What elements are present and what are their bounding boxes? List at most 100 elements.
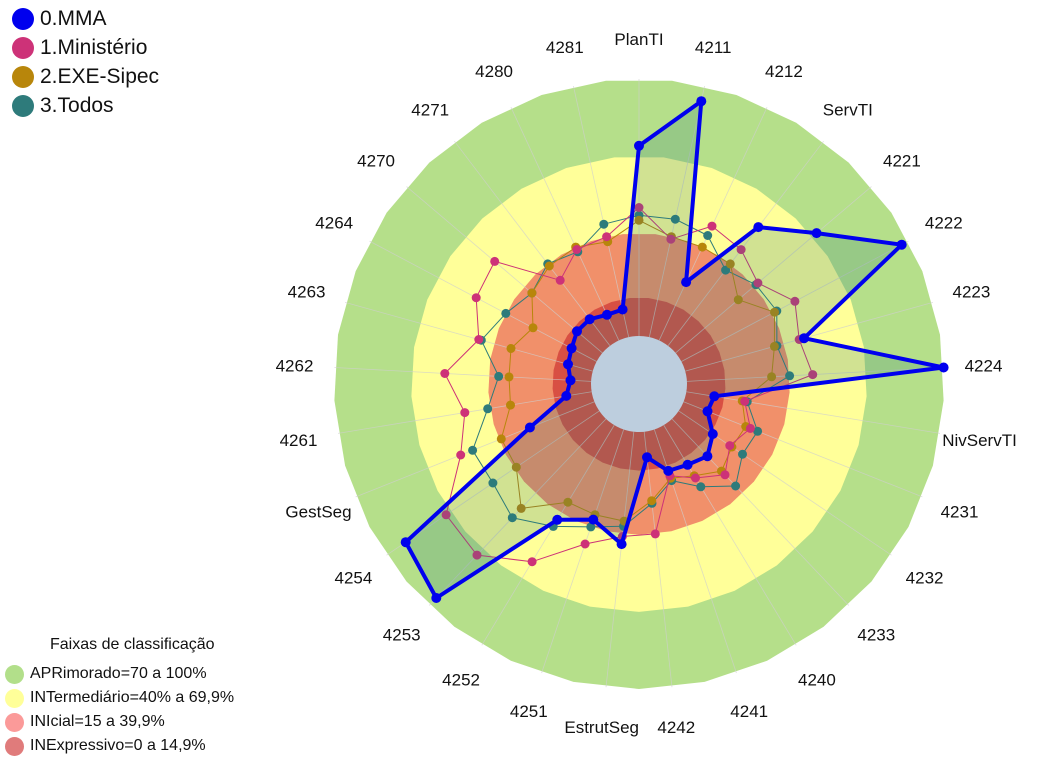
point-1-ministerio-4271 (555, 275, 565, 285)
point-0-mma-4262 (565, 375, 576, 386)
point-1-ministerio-4211 (666, 234, 676, 244)
axis-label-servti: ServTI (823, 100, 873, 119)
axis-label-4253: 4253 (383, 626, 421, 645)
point-2-exe-sipec-4271 (544, 261, 554, 271)
point-3-todos-4264 (501, 308, 511, 318)
axis-label-4271: 4271 (411, 100, 449, 119)
point-2-exe-sipec-4261 (506, 400, 515, 410)
spoke-4223 (685, 302, 933, 372)
spoke-4263 (345, 302, 593, 372)
radial-spokes (334, 79, 944, 688)
axis-label-4232: 4232 (906, 569, 944, 588)
axis-label-4222: 4222 (925, 213, 963, 232)
bands-legend: Faixas de classificação APRimorado=70 a … (5, 636, 234, 758)
point-2-exe-sipec-4224 (767, 372, 777, 382)
legend-marker-0-mma (12, 7, 34, 30)
point-1-ministerio-4281 (602, 232, 612, 242)
axis-label-4221: 4221 (883, 152, 921, 171)
legend-item-3-todos: 3.Todos (12, 91, 159, 120)
series-area-0-mma (405, 101, 944, 598)
series-2-exe-sipec (496, 215, 779, 526)
axis-label-4261: 4261 (280, 431, 318, 450)
legend-marker-1-ministerio (12, 36, 34, 59)
point-1-ministerio-4242 (650, 529, 660, 539)
point-0-mma-4263 (563, 359, 573, 370)
point-1-ministerio-4262 (440, 369, 450, 378)
band-legend-item-inicial: INIcial=15 a 39,9% (5, 710, 234, 734)
point-0-mma-4261 (561, 390, 572, 401)
axis-label-4254: 4254 (334, 569, 372, 588)
point-0-mma-4231 (702, 406, 713, 417)
point-1-ministerio-4233 (720, 470, 730, 480)
axis-labels: PlanTI 4211 4212 ServTI 4221 4222 4223 4224 NivS… (276, 30, 1017, 737)
point-0-mma-4252 (552, 514, 563, 525)
legend-label-1-ministerio: 1.Ministério (40, 35, 148, 59)
point-2-exe-sipec-4221 (733, 295, 743, 305)
point-2-exe-sipec-servti (725, 259, 735, 269)
point-0-mma-4280 (602, 309, 612, 320)
point-0-mma-4212 (681, 277, 692, 288)
spoke-nivservti (686, 391, 941, 434)
point-2-exe-sipec-4222 (770, 307, 779, 317)
point-1-ministerio-4270 (490, 256, 500, 266)
point-3-todos-4231 (753, 426, 763, 436)
point-2-exe-sipec-4212 (697, 242, 707, 252)
spoke-4221 (675, 186, 872, 354)
point-3-todos-4254 (488, 478, 498, 488)
point-2-exe-sipec-4263 (506, 344, 516, 353)
axis-label-4242: 4242 (657, 718, 695, 737)
legend-label-0-mma: 0.MMA (40, 6, 107, 30)
point-2-exe-sipec-4264 (528, 323, 538, 333)
data-series (400, 96, 949, 603)
point-3-todos-gestseg (468, 445, 478, 455)
series-0-mma (400, 96, 949, 603)
legend-marker-2-exe-sipec (12, 65, 34, 88)
point-0-mma-4253 (431, 593, 442, 603)
point-1-ministerio-4251 (580, 539, 590, 549)
point-1-ministerio-4240 (691, 473, 700, 483)
point-3-todos-4232 (738, 449, 747, 459)
point-1-ministerio-4221 (753, 278, 763, 288)
point-2-exe-sipec-gestseg (496, 434, 506, 444)
series-line-3-todos (472, 214, 791, 528)
spoke-4262 (334, 367, 592, 382)
axis-label-4280: 4280 (475, 62, 513, 81)
point-0-mma-4241 (663, 465, 674, 476)
point-3-todos-servti (721, 265, 731, 275)
point-0-mma-4270 (572, 326, 582, 337)
center-hole (591, 336, 687, 432)
band-legend-marker (5, 712, 24, 732)
point-2-exe-sipec-4253 (516, 503, 526, 513)
spoke-4271 (454, 140, 611, 347)
point-2-exe-sipec-planti (634, 215, 644, 225)
point-0-mma-4224 (938, 362, 949, 373)
point-1-ministerio-4261 (460, 408, 470, 418)
point-2-exe-sipec-4270 (527, 288, 537, 298)
band-legend-marker (5, 736, 24, 756)
legend-item-0-mma: 0.MMA (12, 4, 159, 33)
axis-label-4264: 4264 (315, 213, 353, 232)
point-3-todos-4224 (785, 371, 795, 381)
spoke-4233 (671, 418, 850, 606)
point-2-exe-sipec-4262 (504, 372, 514, 382)
point-1-ministerio-4254 (441, 510, 451, 520)
point-1-ministerio-4264 (471, 293, 481, 303)
axis-label-4240: 4240 (798, 671, 836, 690)
point-1-ministerio-4263 (474, 335, 484, 344)
point-1-ministerio-nivservti (740, 396, 750, 406)
point-0-mma-4223 (799, 333, 810, 344)
point-0-mma-4233 (702, 451, 713, 462)
point-0-mma-4281 (617, 304, 628, 315)
axis-label-planti: PlanTI (614, 30, 663, 49)
legend-label-3-todos: 3.Todos (40, 93, 114, 117)
axis-label-4233: 4233 (857, 626, 895, 645)
band-legend-marker (5, 664, 24, 684)
spoke-4281 (573, 86, 630, 338)
spoke-4231 (683, 401, 923, 498)
point-3-todos-4281 (599, 219, 609, 229)
bands-legend-title: Faixas de classificação (50, 636, 215, 653)
point-0-mma-4211 (696, 96, 707, 107)
axis-label-4262: 4262 (276, 356, 314, 375)
axis-label-4251: 4251 (510, 702, 548, 721)
band-legend-marker (5, 688, 24, 708)
